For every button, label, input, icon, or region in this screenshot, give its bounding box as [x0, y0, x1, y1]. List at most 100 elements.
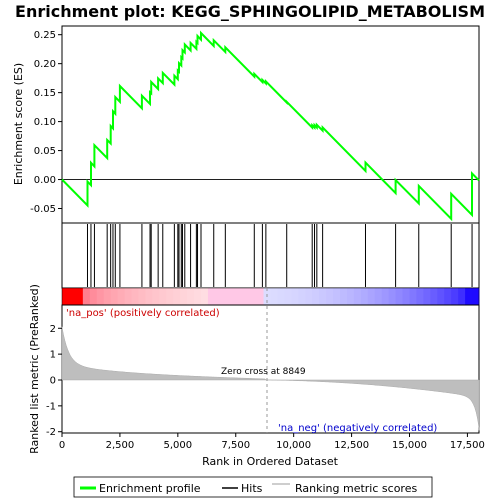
band-segment	[312, 288, 320, 305]
band-segment	[458, 288, 466, 305]
band-segment	[117, 288, 126, 305]
hits-marks	[86, 224, 473, 287]
band-segment	[242, 288, 251, 305]
x-tick-label: 12,500	[334, 440, 369, 451]
band-segment	[214, 288, 223, 305]
band-segment	[367, 288, 376, 305]
x-axis-title: Rank in Ordered Dataset	[202, 455, 339, 468]
band-segment	[249, 288, 258, 305]
ranking-metric-area	[61, 326, 480, 431]
metric-panel-frame	[61, 304, 480, 434]
neg-correlated-label: 'na_neg' (negatively correlated)	[278, 423, 437, 434]
es-y-axis: -0.05 0.00 0.05 0.10 0.15 0.20 0.25	[30, 30, 62, 215]
band-segment	[388, 288, 397, 305]
enrichment-profile-line	[61, 30, 480, 222]
legend-hits-label: Hits	[241, 482, 263, 495]
band-segment	[145, 288, 153, 305]
metric-y-tick-label: -1	[46, 401, 56, 412]
band-segment	[256, 288, 265, 305]
band-segment	[68, 288, 77, 305]
es-y-tick-label: 0.10	[34, 117, 56, 128]
x-tick-label: 0	[59, 440, 65, 451]
es-panel-frame	[61, 25, 480, 224]
hits-panel-frame	[61, 222, 480, 289]
band-segment	[326, 288, 334, 305]
band-segment	[423, 288, 431, 305]
band-segment	[159, 288, 167, 305]
band-segment	[187, 288, 195, 305]
band-segment	[173, 288, 181, 305]
band-segment	[124, 288, 132, 305]
band-segment	[277, 288, 285, 305]
band-segment	[270, 288, 278, 305]
band-segment	[194, 288, 202, 305]
band-segment	[75, 288, 84, 305]
band-segment	[103, 288, 112, 305]
band-segment	[166, 288, 174, 305]
band-segment	[340, 288, 348, 305]
band-segment	[62, 288, 70, 305]
x-tick-label: 2,500	[106, 440, 135, 451]
band-segment	[465, 288, 473, 305]
x-tick-label: 5,000	[164, 440, 193, 451]
band-segment	[235, 288, 244, 305]
es-axis-title: Enrichment score (ES)	[12, 63, 25, 185]
band-segment	[221, 288, 230, 305]
band-segment	[451, 288, 459, 305]
band-segment	[298, 288, 306, 305]
metric-y-axis: -2 -1 0 1 2	[46, 324, 62, 438]
band-segment	[430, 288, 438, 305]
x-tick-label: 10,000	[276, 440, 311, 451]
x-tick-label: 15,000	[392, 440, 427, 451]
band-segment	[409, 288, 417, 305]
metric-y-tick-label: 2	[50, 324, 56, 335]
metric-y-tick-label: 0	[50, 375, 56, 386]
x-axis: 0 2,500 5,000 7,500 10,000 12,500 15,000 17,500	[59, 433, 485, 451]
band-segment	[180, 288, 188, 305]
band-segment	[284, 288, 292, 305]
band-segment	[291, 288, 299, 305]
band-segment	[138, 288, 146, 305]
band-segment	[319, 288, 327, 305]
band-segment	[402, 288, 410, 305]
pos-correlated-label: 'na_pos' (positively correlated)	[66, 308, 220, 319]
x-tick-label: 7,500	[221, 440, 250, 451]
x-tick-label: 17,500	[450, 440, 485, 451]
es-y-tick-label: 0.20	[34, 59, 56, 70]
es-y-tick-label: 0.05	[34, 146, 56, 157]
band-segment	[353, 288, 362, 305]
band-segment	[374, 288, 383, 305]
band-segment	[346, 288, 355, 305]
band-segment	[82, 288, 91, 305]
es-y-tick-label: -0.05	[30, 204, 56, 215]
band-segment	[381, 288, 390, 305]
band-segment	[395, 288, 404, 305]
es-y-tick-label: 0.15	[34, 88, 56, 99]
legend-enrichment-label: Enrichment profile	[99, 482, 201, 495]
metric-axis-title: Ranked list metric (PreRanked)	[28, 284, 41, 454]
band-segment	[416, 288, 424, 305]
band-segment	[201, 288, 209, 305]
band-segment	[96, 288, 105, 305]
band-segment	[333, 288, 341, 305]
band-segment	[444, 288, 452, 305]
legend-frame	[73, 476, 433, 498]
band-segment	[228, 288, 237, 305]
es-y-tick-label: 0.25	[34, 30, 56, 41]
band-segment	[207, 288, 216, 305]
band-segment	[360, 288, 369, 305]
band-segment	[152, 288, 160, 305]
band-segment	[437, 288, 445, 305]
band-segment	[305, 288, 313, 305]
band-segment	[89, 288, 98, 305]
legend: Enrichment profile Hits Ranking metric s…	[73, 476, 433, 498]
band-segment	[110, 288, 119, 305]
zero-cross-label: Zero cross at 8849	[221, 367, 306, 377]
chart-title: Enrichment plot: KEGG_SPHINGOLIPID_METAB…	[15, 2, 485, 21]
metric-y-tick-label: -2	[46, 427, 56, 438]
legend-metric-label: Ranking metric scores	[295, 482, 417, 495]
rank-color-band	[62, 288, 480, 305]
band-segment	[472, 288, 480, 305]
band-segment	[131, 288, 139, 305]
